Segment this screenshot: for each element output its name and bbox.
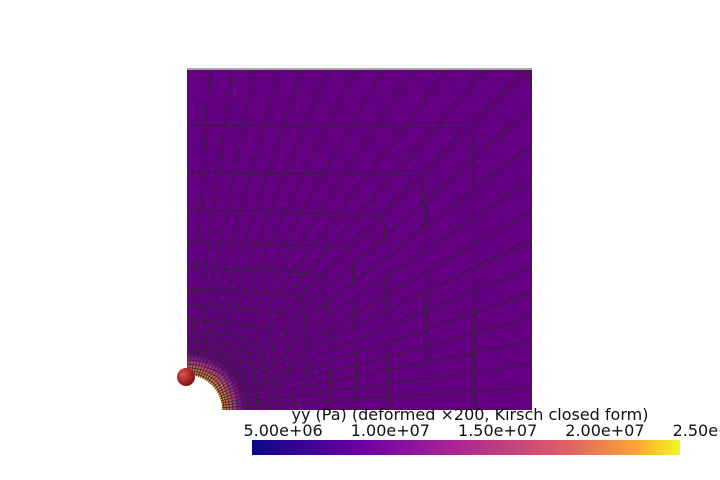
mesh-line — [221, 340, 532, 404]
mesh — [187, 69, 532, 410]
colorbar-ticks: 5.00e+06 1.00e+07 1.50e+07 2.00e+07 2.50e+07 — [243, 421, 720, 440]
mesh-line — [187, 241, 358, 410]
colorbar — [252, 440, 680, 455]
mesh-line — [197, 69, 304, 377]
mesh-line — [215, 179, 532, 391]
mesh-line — [187, 367, 230, 410]
mesh-line — [187, 305, 293, 410]
mesh-line — [187, 372, 225, 410]
colorbar-tick-label: 5.00e+06 — [243, 421, 322, 440]
mesh-line — [214, 144, 532, 390]
mesh-line — [218, 239, 532, 395]
mesh-line — [213, 107, 532, 388]
mesh-line — [204, 69, 385, 380]
mesh-line — [211, 69, 529, 386]
mesh-line — [221, 386, 532, 409]
mesh-line — [187, 287, 311, 410]
mesh-line — [187, 210, 390, 410]
plate — [187, 69, 532, 410]
mesh-line — [206, 69, 416, 382]
mesh-line — [191, 69, 233, 376]
mesh-line — [219, 266, 532, 397]
mesh-line — [188, 69, 210, 376]
mesh-line — [187, 319, 279, 410]
mesh-lines — [187, 69, 532, 410]
mesh-line — [220, 317, 532, 402]
mesh-line — [217, 210, 532, 393]
mesh-line — [187, 348, 250, 410]
mesh-line — [187, 340, 258, 410]
probe-point[interactable] — [177, 368, 195, 386]
mesh-line — [187, 370, 227, 410]
mesh-line — [221, 364, 532, 406]
colorbar-tick-label: 1.00e+07 — [351, 421, 430, 440]
colorbar-title: yy (Pa) (deformed ×200, Kirsch closed fo… — [292, 405, 649, 424]
mesh-line — [187, 266, 332, 410]
colorbar-tick-label: 2.00e+07 — [565, 421, 644, 440]
hole — [187, 375, 222, 410]
mesh-line — [209, 69, 487, 384]
mesh-line — [187, 125, 475, 410]
colorbar-tick-label: 2.50e+07 — [673, 421, 720, 440]
mesh-line — [207, 69, 449, 383]
mesh-line — [195, 69, 279, 377]
mesh-line — [193, 69, 256, 376]
mesh-line — [187, 330, 267, 410]
mesh-line — [202, 69, 356, 379]
mesh-line — [220, 292, 532, 400]
mesh-line — [187, 171, 428, 410]
colorbar-tick-label: 1.50e+07 — [458, 421, 537, 440]
mesh-line — [200, 69, 329, 378]
mesh-line — [187, 363, 234, 410]
mesh-line — [187, 359, 238, 410]
mesh-line — [187, 354, 243, 410]
